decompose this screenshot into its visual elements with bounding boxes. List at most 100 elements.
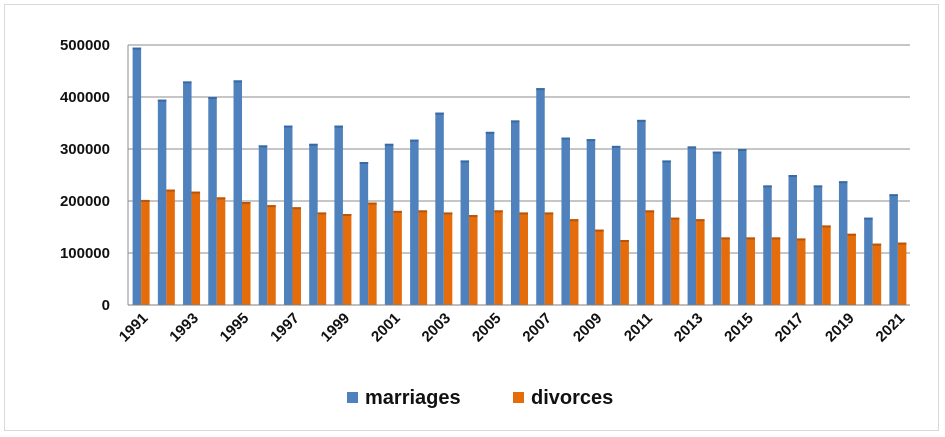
bar-cap — [696, 219, 705, 222]
bar-marriages-1991 — [132, 47, 142, 305]
bar-marriages-2019 — [838, 181, 848, 305]
bar-cap — [872, 243, 882, 246]
bar-cap — [864, 217, 873, 220]
x-tick-label: 2013 — [671, 310, 707, 346]
x-tick-label: 2003 — [419, 310, 455, 346]
bar-cap — [283, 125, 293, 128]
bar-cap — [738, 149, 747, 151]
bar-cap — [317, 212, 327, 215]
x-tick-label: 1999 — [318, 310, 354, 346]
bar-marriages-2010 — [611, 145, 621, 305]
bar-cap — [796, 238, 806, 241]
y-tick-label: 0 — [102, 297, 110, 314]
bar-divorces-2017 — [796, 238, 806, 305]
bar-divorces-2008 — [569, 219, 579, 305]
bar-cap — [191, 191, 201, 194]
bar-cap — [410, 139, 419, 142]
bar-divorces-1998 — [317, 212, 327, 305]
bar-cap — [460, 160, 470, 163]
bar-cap — [242, 202, 251, 205]
legend-label-marriages: marriages — [365, 387, 461, 409]
bar-divorces-2018 — [822, 225, 831, 305]
legend: marriages divorces — [347, 387, 613, 409]
x-tick-label: 2011 — [621, 310, 656, 345]
bar-divorces-2004 — [469, 215, 478, 305]
bar-divorces-1991 — [141, 199, 150, 305]
bar-cap — [443, 212, 453, 215]
bar-divorces-2007 — [544, 212, 554, 305]
bar-cap — [393, 210, 402, 213]
bar-divorces-1996 — [267, 205, 276, 305]
bar-marriages-2007 — [536, 88, 545, 305]
bar-cap — [822, 225, 831, 228]
bar-cap — [141, 199, 150, 202]
bar-cap — [595, 229, 604, 232]
bar-cap — [469, 215, 478, 218]
bar-marriages-2001 — [384, 143, 394, 305]
bar-divorces-2010 — [620, 240, 629, 305]
bar-marriages-1998 — [309, 143, 318, 305]
bar-divorces-1994 — [216, 197, 226, 305]
bar-cap — [384, 143, 394, 146]
bar-divorces-1992 — [166, 189, 175, 305]
bar-marriages-2005 — [485, 131, 495, 305]
bar-marriages-2009 — [586, 139, 596, 305]
bar-cap — [687, 146, 697, 149]
legend-swatch-marriages — [347, 392, 358, 403]
bar-divorces-2021 — [897, 242, 907, 305]
bar-marriages-2002 — [410, 139, 419, 305]
bar-cap — [334, 125, 343, 128]
bar-cap — [620, 240, 629, 242]
bar-marriages-2014 — [712, 151, 722, 305]
bar-marriages-1995 — [233, 80, 243, 305]
x-tick-label: 2005 — [469, 310, 505, 346]
y-tick-label: 200000 — [60, 193, 110, 210]
bar-divorces-2005 — [494, 210, 503, 305]
x-tick-label: 2017 — [772, 310, 808, 346]
bar-cap — [132, 47, 142, 50]
bar-cap — [561, 137, 570, 140]
bar-marriages-2016 — [763, 185, 772, 305]
bar-cap — [216, 197, 226, 200]
bar-cap — [309, 143, 318, 146]
legend-swatch-divorces — [513, 392, 524, 403]
x-axis-ticks: 1991 1993 1995 1997 1999 2001 2003 2005 2007 2009… — [116, 310, 908, 346]
bar-cap — [435, 112, 444, 115]
bar-cap — [586, 139, 596, 142]
y-tick-label: 500000 — [60, 37, 110, 54]
x-tick-label: 1991 — [116, 310, 152, 346]
bar-cap — [183, 81, 192, 84]
bar-cap — [897, 242, 907, 245]
bar-cap — [233, 80, 243, 83]
bar-cap — [511, 120, 520, 123]
bar-cap — [746, 237, 756, 240]
bar-cap — [662, 160, 671, 163]
bar-divorces-2011 — [645, 210, 655, 305]
bar-cap — [494, 210, 503, 213]
bar-cap — [418, 210, 428, 213]
bar-cap — [292, 207, 301, 210]
x-tick-label: 2021 — [873, 310, 909, 346]
x-tick-label: 1993 — [166, 310, 202, 346]
x-tick-label: 2009 — [570, 310, 606, 346]
bar-cap — [166, 189, 175, 192]
bar-marriages-2017 — [788, 175, 797, 305]
bar-marriages-2020 — [864, 217, 873, 305]
bar-marriages-2013 — [687, 146, 697, 305]
x-tick-label: 2007 — [519, 310, 555, 346]
bar-divorces-2009 — [595, 229, 604, 305]
bar-divorces-1997 — [292, 207, 301, 305]
bar-cap — [536, 88, 545, 91]
bar-cap — [645, 210, 655, 213]
bar-divorces-2016 — [771, 237, 781, 305]
bar-divorces-2003 — [443, 212, 453, 305]
bar-divorces-2001 — [393, 210, 402, 305]
bar-cap — [670, 217, 680, 220]
bar-cap — [485, 131, 495, 134]
legend-label-divorces: divorces — [531, 387, 613, 409]
bar-divorces-1999 — [342, 214, 352, 305]
bar-cap — [712, 151, 722, 154]
y-tick-label: 100000 — [60, 245, 110, 262]
bar-marriages-2003 — [435, 112, 444, 305]
bar-marriages-1992 — [157, 99, 167, 305]
